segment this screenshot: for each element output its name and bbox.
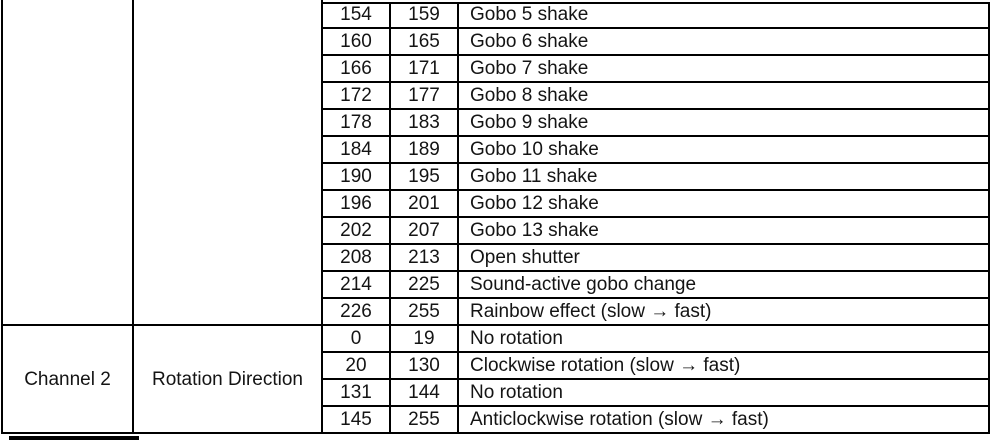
- channel-cell: [3, 2, 132, 324]
- dmx-function-description: Gobo 12 shake: [459, 191, 988, 216]
- dmx-to-cell: 195: [391, 164, 457, 189]
- dmx-function-description: Clockwise rotation (slow → fast): [459, 353, 988, 378]
- dmx-from-cell: 178: [323, 110, 389, 135]
- dmx-from-cell: 226: [323, 299, 389, 324]
- dmx-to-cell: 159: [391, 2, 457, 27]
- dmx-channel-table: 154 159 Gobo 5 shake 160 165 Gobo 6 shak…: [1, 2, 990, 434]
- dmx-function-description: Gobo 8 shake: [459, 83, 988, 108]
- dmx-to-cell: 183: [391, 110, 457, 135]
- dmx-function-description: Open shutter: [459, 245, 988, 270]
- dmx-from-cell: 184: [323, 137, 389, 162]
- dmx-to-cell: 177: [391, 83, 457, 108]
- dmx-from-cell: 166: [323, 56, 389, 81]
- dmx-to-cell: 19: [391, 326, 457, 351]
- dmx-to-cell: 255: [391, 407, 457, 432]
- dmx-from-cell: 145: [323, 407, 389, 432]
- dmx-to-cell: 130: [391, 353, 457, 378]
- dmx-from-cell: 172: [323, 83, 389, 108]
- dmx-to-cell: 213: [391, 245, 457, 270]
- dmx-from-cell: 0: [323, 326, 389, 351]
- dmx-from-cell: 214: [323, 272, 389, 297]
- dmx-from-cell: 160: [323, 29, 389, 54]
- dmx-function-description: Gobo 11 shake: [459, 164, 988, 189]
- table-gridline-artifact: [321, 2, 988, 4]
- dmx-from-cell: 131: [323, 380, 389, 405]
- dmx-function-description: Anticlockwise rotation (slow → fast): [459, 407, 988, 432]
- dmx-function-description: Gobo 9 shake: [459, 110, 988, 135]
- channel-cell: Channel 2: [3, 326, 132, 432]
- dmx-to-cell: 165: [391, 29, 457, 54]
- dmx-from-cell: 202: [323, 218, 389, 243]
- dmx-function-description: Gobo 5 shake: [459, 2, 988, 27]
- dmx-function-description: No rotation: [459, 380, 988, 405]
- table-gridline-artifact: [132, 0, 134, 2]
- dmx-function-description: Gobo 7 shake: [459, 56, 988, 81]
- dmx-function-description: No rotation: [459, 326, 988, 351]
- dmx-to-cell: 171: [391, 56, 457, 81]
- dmx-from-cell: 196: [323, 191, 389, 216]
- table-gridline-artifact: [321, 0, 323, 2]
- dmx-to-cell: 144: [391, 380, 457, 405]
- dmx-function-description: Rainbow effect (slow → fast): [459, 299, 988, 324]
- table-gridline-artifact: [1, 0, 3, 2]
- dmx-to-cell: 201: [391, 191, 457, 216]
- dmx-to-cell: 207: [391, 218, 457, 243]
- dmx-from-cell: 190: [323, 164, 389, 189]
- dmx-function-description: Gobo 13 shake: [459, 218, 988, 243]
- dmx-from-cell: 154: [323, 2, 389, 27]
- function-name-cell: Rotation Direction: [134, 326, 321, 432]
- dmx-from-cell: 20: [323, 353, 389, 378]
- function-name-cell: [134, 2, 321, 324]
- dmx-from-cell: 208: [323, 245, 389, 270]
- dmx-function-description: Gobo 6 shake: [459, 29, 988, 54]
- dmx-function-description: Gobo 10 shake: [459, 137, 988, 162]
- dmx-function-description: Sound-active gobo change: [459, 272, 988, 297]
- dmx-to-cell: 225: [391, 272, 457, 297]
- cropped-rule-artifact: [9, 436, 139, 440]
- dmx-to-cell: 255: [391, 299, 457, 324]
- dmx-to-cell: 189: [391, 137, 457, 162]
